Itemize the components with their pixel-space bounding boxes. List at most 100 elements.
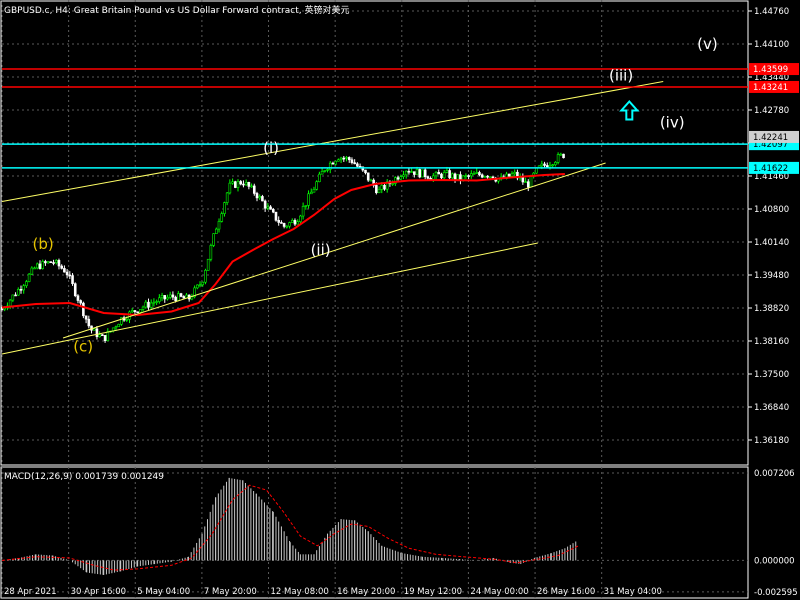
candle-body: [57, 260, 61, 267]
candle-body: [410, 171, 413, 173]
candle-body: [320, 170, 324, 175]
candle-body: [543, 163, 546, 166]
candle-body: [356, 163, 359, 167]
candle-body: [334, 160, 337, 165]
candle-body: [152, 301, 156, 304]
candle-body: [155, 301, 158, 303]
candle-body: [120, 317, 123, 325]
candle-body: [242, 183, 245, 186]
candle-body: [486, 175, 489, 178]
candle-body: [299, 215, 302, 223]
candle-body: [339, 157, 343, 161]
candle-body: [73, 283, 77, 297]
candle-body: [318, 173, 321, 183]
candle-body: [244, 182, 248, 186]
current-price-tag: [749, 130, 799, 143]
candle-body: [312, 188, 316, 193]
candle-body: [426, 176, 430, 179]
trendline[interactable]: [62, 162, 606, 339]
candle-body: [345, 157, 348, 159]
candle-body: [559, 153, 563, 156]
current-price-label: 1.42241: [753, 133, 788, 143]
y-tick-label: 1.36840: [754, 403, 789, 413]
candle-body: [44, 261, 47, 264]
y-tick-label: 1.37500: [754, 370, 789, 380]
candle-body: [391, 183, 394, 185]
wave-label: (v): [697, 35, 718, 53]
x-tick-label: 26 May 16:00: [537, 587, 595, 597]
y-tick-label: 1.44100: [754, 40, 789, 50]
candle-body: [95, 328, 99, 338]
candle-body: [347, 157, 351, 161]
candle-body: [25, 281, 28, 287]
wave-label: (c): [73, 338, 93, 356]
candle-body: [271, 209, 275, 213]
candle-body: [147, 301, 150, 308]
macd-signal-value: 0.001249: [121, 472, 165, 482]
candle-body: [301, 206, 305, 217]
candle-body: [437, 171, 441, 175]
candle-body: [510, 173, 514, 177]
candle-body: [141, 306, 145, 310]
candle-body: [540, 163, 544, 167]
candle-body: [98, 334, 101, 338]
candle-body: [440, 173, 443, 179]
candle-body: [404, 170, 408, 176]
candle-body: [307, 193, 310, 206]
macd-title: MACD(12,26,9) 0.001739 0.001249: [4, 472, 164, 482]
candle-body: [415, 169, 419, 175]
candle-body: [488, 176, 492, 179]
candle-body: [369, 179, 373, 182]
candle-body: [144, 301, 148, 308]
candle-body: [483, 175, 487, 178]
y-tick-label: 1.38820: [754, 304, 789, 314]
candle-body: [350, 159, 354, 163]
candle-body: [125, 319, 129, 321]
symbol-label: GBPUSD.c, H4:: [4, 6, 71, 16]
candle-body: [130, 310, 134, 313]
candle-body: [236, 181, 240, 188]
candle-body: [16, 289, 20, 296]
candle-body: [467, 175, 470, 177]
y-tick-label: 1.40140: [754, 238, 789, 248]
candle-body: [464, 175, 468, 177]
wave-label: (i): [263, 139, 279, 157]
price-level-tag-label: 1.42097: [753, 140, 788, 150]
candle-body: [177, 293, 180, 301]
macd-value: 0.001739: [75, 472, 119, 482]
candle-body: [296, 221, 299, 225]
trendline[interactable]: [1, 242, 538, 355]
price-level-tag-label: 1.43599: [753, 65, 788, 75]
price-level-tag: [749, 80, 799, 93]
candle-body: [27, 273, 31, 282]
candle-body: [114, 326, 118, 329]
candle-body: [470, 173, 473, 177]
candle-body: [160, 295, 164, 299]
candle-body: [434, 171, 438, 177]
candle-body: [117, 324, 120, 328]
candle-body: [554, 161, 557, 166]
price-level-tag-label: 1.41622: [753, 164, 788, 174]
macd-name: MACD(12,26,9): [4, 472, 73, 482]
candle-body: [258, 196, 262, 199]
candle-body: [304, 205, 308, 207]
y-tick-label: 1.39480: [754, 271, 789, 281]
candle-body: [103, 335, 107, 342]
candle-body: [65, 271, 69, 276]
candle-body: [79, 300, 82, 304]
candle-body: [451, 173, 454, 179]
y-tick-label: 1.42780: [754, 106, 789, 116]
trendline[interactable]: [1, 81, 664, 202]
candle-body: [250, 185, 253, 188]
candle-body: [366, 172, 370, 181]
candle-body: [46, 261, 50, 264]
candle-body: [266, 206, 270, 209]
candle-body: [14, 294, 17, 297]
candle-body: [206, 258, 210, 271]
macd-pane-frame: [0, 466, 749, 599]
candle-body: [418, 169, 422, 178]
candle-body: [480, 174, 484, 178]
candle-body: [63, 268, 66, 273]
candle-body: [263, 200, 267, 209]
